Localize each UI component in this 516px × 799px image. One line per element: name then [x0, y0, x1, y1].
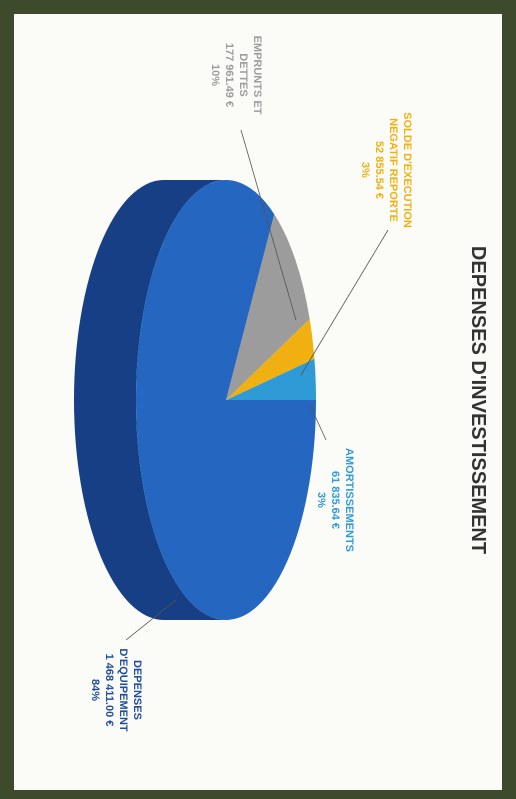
- leader-line: [309, 404, 327, 441]
- percent-label: 3%: [315, 492, 327, 508]
- amount-label: 61 835.64 €: [329, 471, 341, 529]
- pie-slice: [136, 180, 316, 621]
- percent-label: 3%: [359, 162, 371, 178]
- amount-label: 1 468 411.00 €: [103, 654, 115, 727]
- slice-label: AMORTISSEMENTS: [343, 448, 355, 552]
- pie-slice: [226, 358, 316, 400]
- amount-label: 177 961.49 €: [223, 43, 235, 107]
- slice-label: DEPENSESD'EQUIPEMENT: [117, 648, 143, 732]
- slice-label: EMPRUNTS ETDETTES: [237, 36, 263, 115]
- percent-label: 84%: [89, 679, 101, 701]
- pie-slice: [226, 319, 315, 400]
- leader-line: [300, 229, 389, 376]
- pie-slice: [226, 214, 310, 400]
- amount-label: 52 855.54 €: [373, 141, 385, 199]
- percent-label: 10%: [209, 64, 221, 86]
- leader-line: [125, 599, 177, 641]
- chart-title: DEPENSES D'INVESTISSEMENT: [467, 246, 489, 554]
- pie-side: [74, 180, 226, 620]
- slice-label: SOLDE D'EXECUTIONNEGATIF REPORTE: [387, 112, 413, 228]
- leader-line: [240, 129, 297, 321]
- rotated-content: DEPENSES D'INVESTISSEMENT AMORTISSEMENTS…: [74, 36, 489, 732]
